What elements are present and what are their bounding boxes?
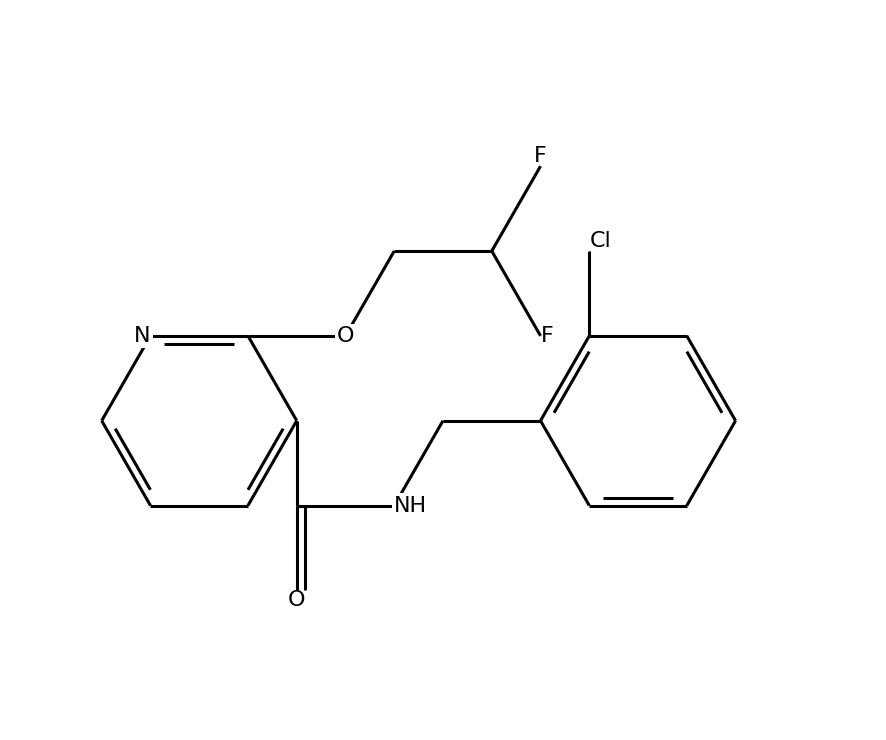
Text: O: O [337,326,354,346]
Text: F: F [540,326,553,346]
Text: O: O [288,591,306,610]
Text: F: F [534,147,547,166]
Text: N: N [134,326,151,346]
Text: NH: NH [394,496,427,516]
Text: Cl: Cl [589,231,611,251]
